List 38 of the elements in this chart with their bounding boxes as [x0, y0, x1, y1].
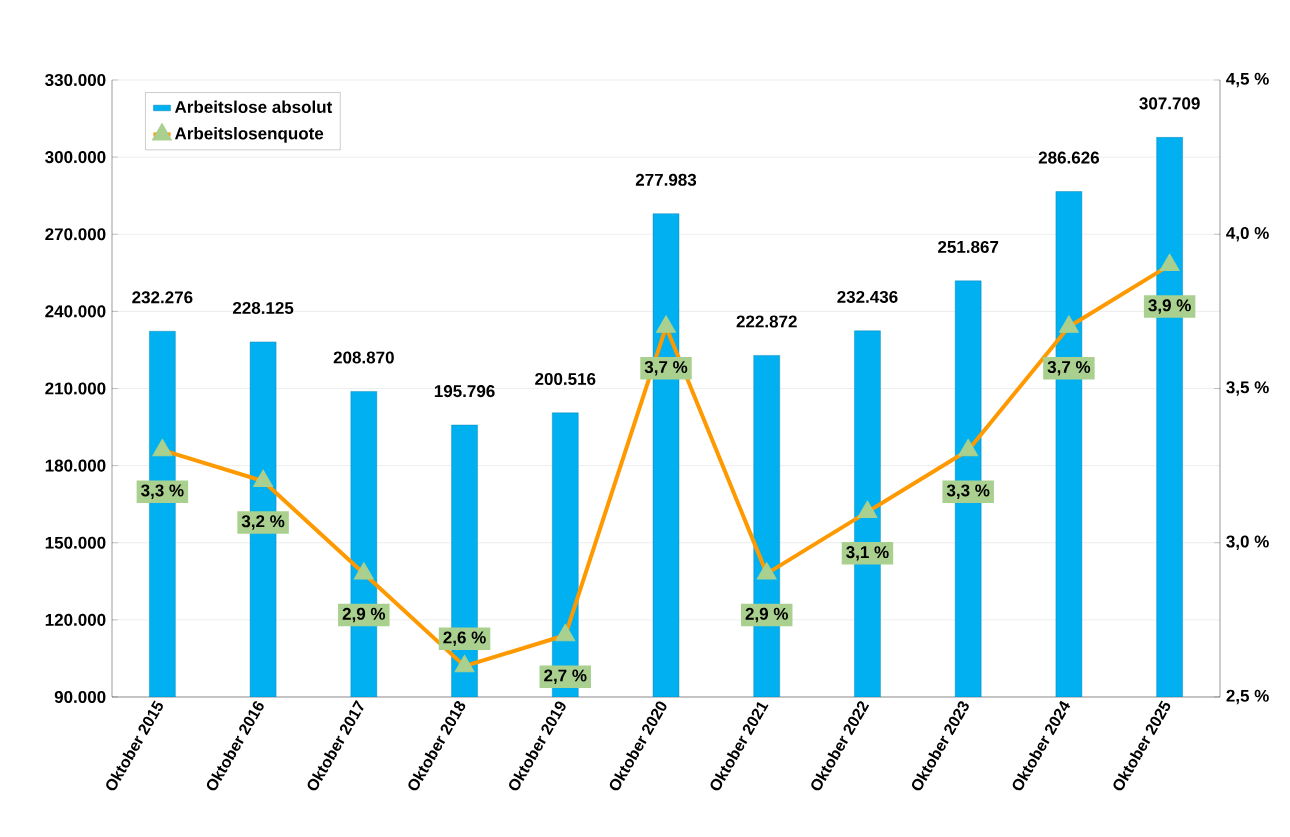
data-label: 3,2 % [241, 515, 285, 530]
data-label: 3,7 % [644, 360, 688, 376]
data-label: 277.983 [635, 173, 697, 186]
data-label: 3,1 % [846, 546, 889, 561]
data-label: 232.436 [837, 290, 898, 303]
y-tick-label: 330.000 [45, 73, 106, 87]
data-label: 3,7 % [1047, 360, 1091, 376]
y-tick-label: 90.000 [54, 690, 106, 704]
y-tick-label: 210.000 [45, 382, 106, 395]
data-label: 307.709 [1139, 97, 1200, 110]
y2-tick-label: 3,5 % [1226, 381, 1269, 396]
y-tick-label: 240.000 [45, 305, 106, 318]
legend-label: Arbeitslose absolut [174, 100, 333, 114]
data-label: 200.516 [535, 372, 596, 386]
data-label: 228.125 [232, 301, 294, 315]
data-label: 3,9 % [1148, 299, 1191, 314]
y-tick-label: 150.000 [45, 536, 106, 549]
y-tick-label: 300.000 [45, 151, 106, 164]
data-label: 2,6 % [443, 631, 486, 646]
data-label: 286.626 [1038, 151, 1100, 164]
y-tick-label: 120.000 [45, 613, 106, 626]
y-tick-label: 180.000 [45, 459, 106, 472]
y2-tick-label: 4,0 % [1226, 226, 1269, 242]
y-tick-label: 270.000 [45, 228, 106, 241]
data-label: 3,3 % [141, 484, 184, 499]
data-label: 3,3 % [946, 484, 990, 499]
data-label: 232.276 [132, 291, 193, 304]
data-label: 2,9 % [745, 607, 788, 623]
legend-label: Arbeitslosenquote [174, 126, 324, 143]
y2-tick-label: 3,0 % [1226, 535, 1269, 550]
data-label: 195.796 [434, 385, 495, 398]
data-label: 2,7 % [544, 669, 587, 684]
data-label: 222.872 [736, 315, 797, 328]
y2-tick-label: 4,5 % [1226, 72, 1269, 88]
data-label: 251.867 [938, 240, 999, 253]
y2-tick-label: 2,5 % [1226, 689, 1269, 705]
data-label: 208.870 [333, 351, 394, 364]
data-label: 2,9 % [342, 607, 386, 623]
